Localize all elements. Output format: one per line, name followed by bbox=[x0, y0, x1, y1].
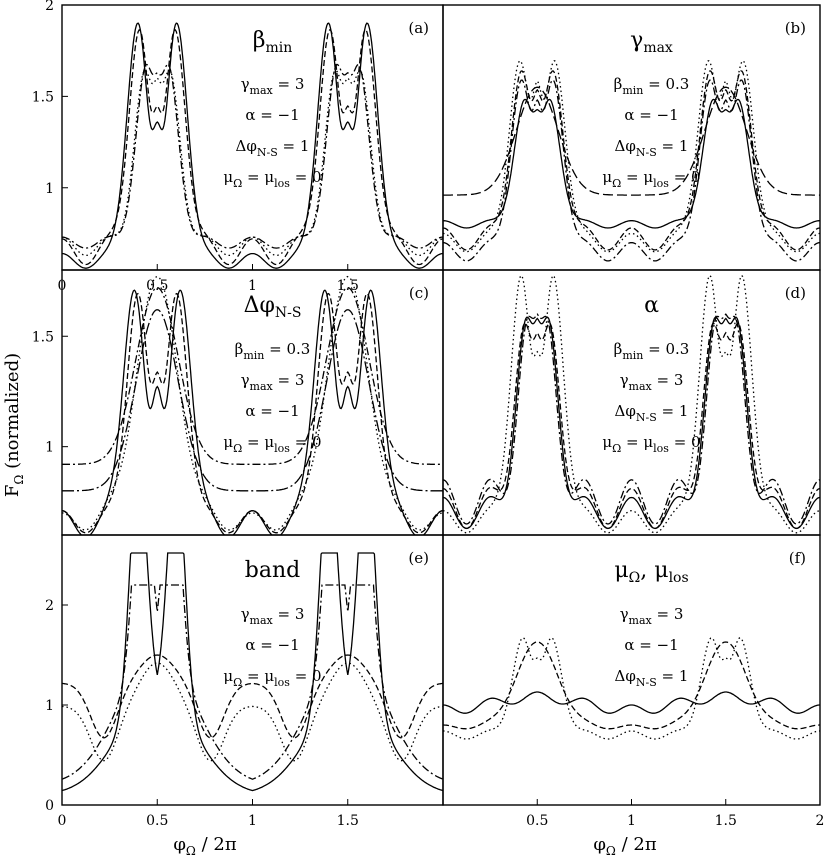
series-long-dash-b bbox=[443, 86, 820, 196]
series-dash-dot-e bbox=[62, 584, 443, 780]
panel-c: 1 1.5 (c) ΔφN-S βmin = 0.3 γmax = 3 α = −1 μΩ =… bbox=[32, 269, 444, 536]
panels-group: 1 1.5 2 0 0.5 1 1.5 (a) βmin γmax = 3 α = −1 ΔφN-S … bbox=[32, 0, 825, 829]
series-dash-dot-a bbox=[62, 63, 443, 249]
param-a-3: μΩ = μlos = 0 bbox=[223, 168, 321, 190]
param-a-2: ΔφN-S = 1 bbox=[236, 137, 310, 159]
param-d-3: μΩ = μlos = 0 bbox=[602, 433, 700, 455]
panel-label-c: (c) bbox=[409, 284, 429, 302]
series-dashed-f bbox=[443, 641, 820, 730]
ytick-label-e-1: 1 bbox=[45, 698, 54, 714]
param-e-0: γmax = 3 bbox=[241, 605, 305, 627]
param-b-2: ΔφN-S = 1 bbox=[615, 137, 689, 159]
param-c-1: γmax = 3 bbox=[241, 371, 305, 393]
series-solid-d bbox=[443, 316, 820, 530]
x-axis-titles: φΩ / 2π φΩ / 2π bbox=[173, 834, 657, 858]
x-axis-title-right: φΩ / 2π bbox=[593, 834, 657, 858]
ytick-label-e-2: 2 bbox=[45, 598, 54, 614]
xtick-label-e-3: 1.5 bbox=[337, 813, 359, 829]
series-dotted-e bbox=[62, 662, 443, 762]
panel-symbol-b: γmax bbox=[630, 28, 673, 56]
param-c-3: μΩ = μlos = 0 bbox=[223, 433, 321, 455]
ytick-label-a-0: 1 bbox=[45, 181, 54, 197]
panel-label-a: (a) bbox=[408, 19, 429, 37]
series-dashed-d bbox=[443, 322, 820, 530]
panel-b: (b) γmax βmin = 0.3 α = −1 ΔφN-S = 1 μΩ = μlo… bbox=[442, 4, 821, 271]
param-e-2: μΩ = μlos = 0 bbox=[223, 667, 321, 689]
panel-symbol-c: ΔφN-S bbox=[244, 293, 302, 321]
ytick-label-a-1: 1.5 bbox=[32, 89, 54, 105]
xtick-label-f-1: 1 bbox=[627, 813, 636, 829]
param-c-0: βmin = 0.3 bbox=[235, 340, 311, 362]
panel-symbol-a: βmin bbox=[253, 28, 293, 56]
panel-d: (d) α βmin = 0.3 γmax = 3 ΔφN-S = 1 μΩ = μlos… bbox=[442, 269, 821, 536]
xtick-label-e-2: 1 bbox=[248, 813, 257, 829]
param-f-1: α = −1 bbox=[624, 636, 678, 654]
panel-symbol-f: μΩ, μlos bbox=[614, 558, 688, 586]
panel-label-b: (b) bbox=[785, 19, 806, 37]
series-long-dash-dot-c bbox=[62, 309, 443, 492]
panel-label-f: (f) bbox=[789, 549, 806, 567]
series-dotted-b bbox=[443, 60, 820, 253]
series-solid-c bbox=[62, 289, 443, 535]
y-axis-title: FΩ (normalized) bbox=[2, 353, 26, 497]
ytick-label-a-2: 2 bbox=[45, 0, 54, 14]
ytick-label-c-0: 1 bbox=[45, 440, 54, 456]
xtick-label-f-2: 1.5 bbox=[715, 813, 737, 829]
param-b-0: βmin = 0.3 bbox=[614, 75, 690, 97]
panel-e: 0 1 2 0 0.5 1 1.5 (e) band γmax = 3 α = −1 μΩ = μlo… bbox=[45, 534, 444, 829]
param-b-1: α = −1 bbox=[624, 106, 678, 124]
series-solid-a bbox=[62, 22, 443, 269]
ytick-label-e-0: 0 bbox=[45, 798, 54, 814]
param-a-1: α = −1 bbox=[245, 106, 299, 124]
series-dashed-b bbox=[443, 70, 820, 251]
param-e-1: α = −1 bbox=[245, 636, 299, 654]
series-dotted-d bbox=[443, 274, 820, 534]
param-a-0: γmax = 3 bbox=[241, 75, 305, 97]
series-dashed-c bbox=[62, 292, 443, 534]
x-axis-title-left: φΩ / 2π bbox=[173, 834, 237, 858]
panel-label-e: (e) bbox=[408, 549, 429, 567]
ytick-label-c-1: 1.5 bbox=[32, 329, 54, 345]
panel-f: 0.5 1 1.5 2 (f) μΩ, μlos γmax = 3 α = −1 ΔφN-S =… bbox=[442, 534, 825, 829]
series-solid-b bbox=[443, 98, 820, 229]
xtick-label-e-0: 0 bbox=[58, 813, 67, 829]
series-dashed-a bbox=[62, 29, 443, 266]
panel-symbol-d: α bbox=[644, 293, 659, 318]
param-d-2: ΔφN-S = 1 bbox=[615, 402, 689, 424]
param-f-0: γmax = 3 bbox=[620, 605, 684, 627]
series-dotted-a bbox=[62, 69, 443, 257]
series-dotted-c bbox=[62, 275, 443, 531]
xtick-label-f-3: 2 bbox=[816, 813, 825, 829]
param-f-2: ΔφN-S = 1 bbox=[615, 667, 689, 689]
param-d-1: γmax = 3 bbox=[620, 371, 684, 393]
xtick-label-a-1: 0.5 bbox=[146, 278, 168, 294]
xtick-label-e-1: 0.5 bbox=[146, 813, 168, 829]
series-solid-f bbox=[443, 691, 820, 714]
series-dash-dot-c bbox=[62, 287, 443, 465]
series-solid-e bbox=[62, 552, 443, 792]
xtick-label-a-3: 1.5 bbox=[337, 278, 359, 294]
panel-symbol-e: band bbox=[245, 558, 300, 583]
param-d-0: βmin = 0.3 bbox=[614, 340, 690, 362]
series-dash-dot-b bbox=[443, 79, 820, 262]
param-b-3: μΩ = μlos = 0 bbox=[602, 168, 700, 190]
xtick-label-f-0: 0.5 bbox=[526, 813, 548, 829]
series-dash-dot-d bbox=[443, 313, 820, 525]
panel-label-d: (d) bbox=[785, 284, 806, 302]
param-c-2: α = −1 bbox=[245, 402, 299, 420]
xtick-label-a-2: 1 bbox=[248, 278, 257, 294]
